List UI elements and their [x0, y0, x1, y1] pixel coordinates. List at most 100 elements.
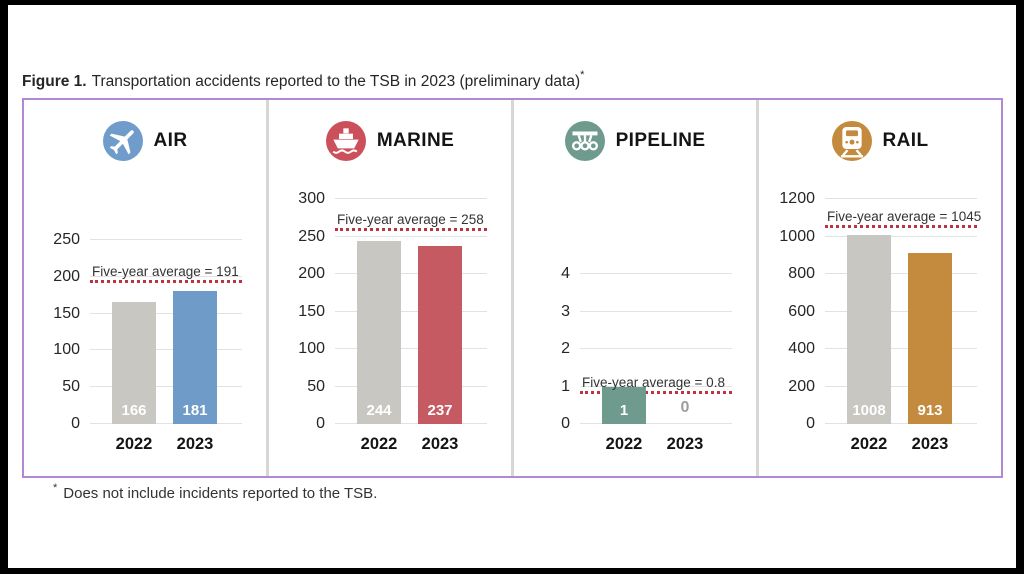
y-tick-label: 600	[788, 302, 815, 320]
footnote-text: Does not include incidents reported to t…	[63, 485, 378, 502]
bar-2022: 1	[602, 386, 646, 424]
five-year-average-label: Five-year average = 0.8	[582, 375, 725, 390]
gridline	[90, 239, 242, 240]
panel-air-header: AIR	[24, 120, 266, 162]
rail-chart: 0 200 400 600 800 1000 1200 Five-year average =…	[759, 100, 1001, 476]
y-tick-label: 2	[561, 340, 570, 357]
gridline	[825, 348, 977, 349]
y-tick-label: 1200	[779, 190, 815, 207]
gridline	[90, 349, 242, 351]
y-tick-label: 4	[561, 265, 570, 282]
y-tick-label: 3	[561, 302, 570, 320]
pipeline-icon	[564, 121, 605, 161]
bar-2022: 1008	[847, 235, 891, 424]
gridline	[335, 235, 487, 237]
gridline	[825, 385, 977, 387]
y-tick-label: 250	[298, 227, 325, 245]
panel-rail-title: RAIL	[882, 130, 929, 151]
gridline	[335, 348, 487, 349]
marine-chart: 0 50 100 150 200 250 300 Five-year average = 25…	[269, 100, 511, 476]
five-year-average-label: Five-year average = 191	[92, 264, 239, 280]
gridline	[90, 386, 242, 388]
bar-value-label: 913	[917, 402, 943, 419]
bar-value-label: 1	[619, 402, 629, 419]
gridline	[825, 273, 977, 274]
bar-value-label: 0	[680, 399, 690, 416]
figure-title-text: Transportation accidents reported to the…	[91, 73, 581, 91]
gridline	[335, 198, 487, 199]
y-tick-label: 0	[561, 415, 570, 432]
bar-2023: 913	[908, 252, 952, 424]
panel-marine-title: MARINE	[376, 130, 455, 151]
bar-value-label: 166	[121, 402, 147, 419]
panel-marine: MARINE 0 50 100 150 200 250 300 Five-year avera…	[266, 100, 511, 476]
y-tick-label: 150	[53, 304, 80, 322]
y-tick-label: 1	[561, 377, 570, 395]
page-background: Figure 1. Transportation accidents report…	[8, 5, 1016, 568]
y-tick-label: 50	[62, 378, 80, 396]
gridline	[580, 385, 732, 387]
gridline	[90, 423, 242, 424]
five-year-average-line	[825, 225, 977, 229]
ship-icon	[325, 121, 366, 161]
gridline	[580, 348, 732, 349]
y-tick-label: 400	[788, 340, 815, 357]
five-year-average-line	[580, 391, 732, 394]
y-tick-label: 0	[316, 415, 325, 432]
panel-rail-header: RAIL	[759, 120, 1001, 162]
panel-marine-header: MARINE	[269, 120, 511, 162]
train-icon	[831, 121, 872, 161]
footnote-marker: *	[53, 482, 58, 494]
five-year-average-line	[335, 227, 487, 231]
bar-value-label: 181	[182, 402, 208, 419]
airplane-icon	[102, 121, 143, 161]
y-tick-label: 50	[307, 377, 325, 395]
figure-footnote: * Does not include incidents reported to …	[53, 482, 378, 502]
gridline	[825, 310, 977, 312]
panel-pipeline-title: PIPELINE	[615, 130, 706, 151]
bar-value-label: 237	[427, 402, 453, 419]
five-year-average-line	[90, 280, 242, 284]
y-tick-label: 100	[53, 341, 80, 359]
x-category-label: 2023	[666, 435, 704, 453]
gridline	[580, 423, 732, 424]
panel-air: AIR 0 50 100 150 200 250 Five-year average = 1…	[24, 100, 266, 476]
y-tick-label: 0	[806, 415, 815, 432]
footnote-marker: *	[580, 69, 585, 81]
figure-title: Figure 1. Transportation accidents report…	[22, 69, 585, 91]
x-category-label: 2022	[605, 435, 643, 453]
x-category-label: 2022	[850, 435, 888, 453]
gridline	[825, 235, 977, 237]
gridline	[580, 273, 732, 274]
gridline	[335, 273, 487, 274]
x-category-label: 2022	[115, 435, 153, 453]
y-tick-label: 200	[53, 267, 80, 285]
gridline	[90, 275, 242, 277]
figure-number: Figure 1.	[22, 73, 87, 91]
pipeline-chart: 0 1 2 3 4 Five-year average = 0.8 1 2022 0 2023	[514, 100, 756, 476]
x-category-label: 2023	[421, 435, 459, 453]
gridline	[335, 423, 487, 424]
panel-pipeline-header: PIPELINE	[514, 120, 756, 162]
bar-2022: 166	[112, 301, 156, 424]
y-tick-label: 1000	[779, 227, 815, 245]
five-year-average-label: Five-year average = 258	[337, 211, 484, 227]
y-tick-label: 200	[788, 377, 815, 395]
bar-value-label: 244	[366, 402, 392, 419]
y-tick-label: 150	[298, 302, 325, 320]
gridline	[90, 312, 242, 314]
gridline	[825, 198, 977, 199]
bar-2023: 237	[418, 246, 462, 424]
y-tick-label: 0	[71, 415, 80, 432]
air-chart: 0 50 100 150 200 250 Five-year average = 191 16…	[24, 100, 266, 476]
x-category-label: 2022	[360, 435, 398, 453]
x-category-label: 2023	[176, 435, 214, 453]
bar-2022: 244	[357, 241, 401, 424]
panel-air-title: AIR	[153, 130, 188, 151]
y-tick-label: 200	[298, 265, 325, 282]
bar-value-label: 1008	[852, 402, 886, 419]
panel-rail: RAIL 0 200 400 600 800 1000 1200 Five-year aver…	[756, 100, 1001, 476]
gridline	[335, 310, 487, 312]
panel-pipeline: PIPELINE 0 1 2 3 4 Five-year average = 0.8 1 20…	[511, 100, 756, 476]
y-tick-label: 300	[298, 190, 325, 207]
